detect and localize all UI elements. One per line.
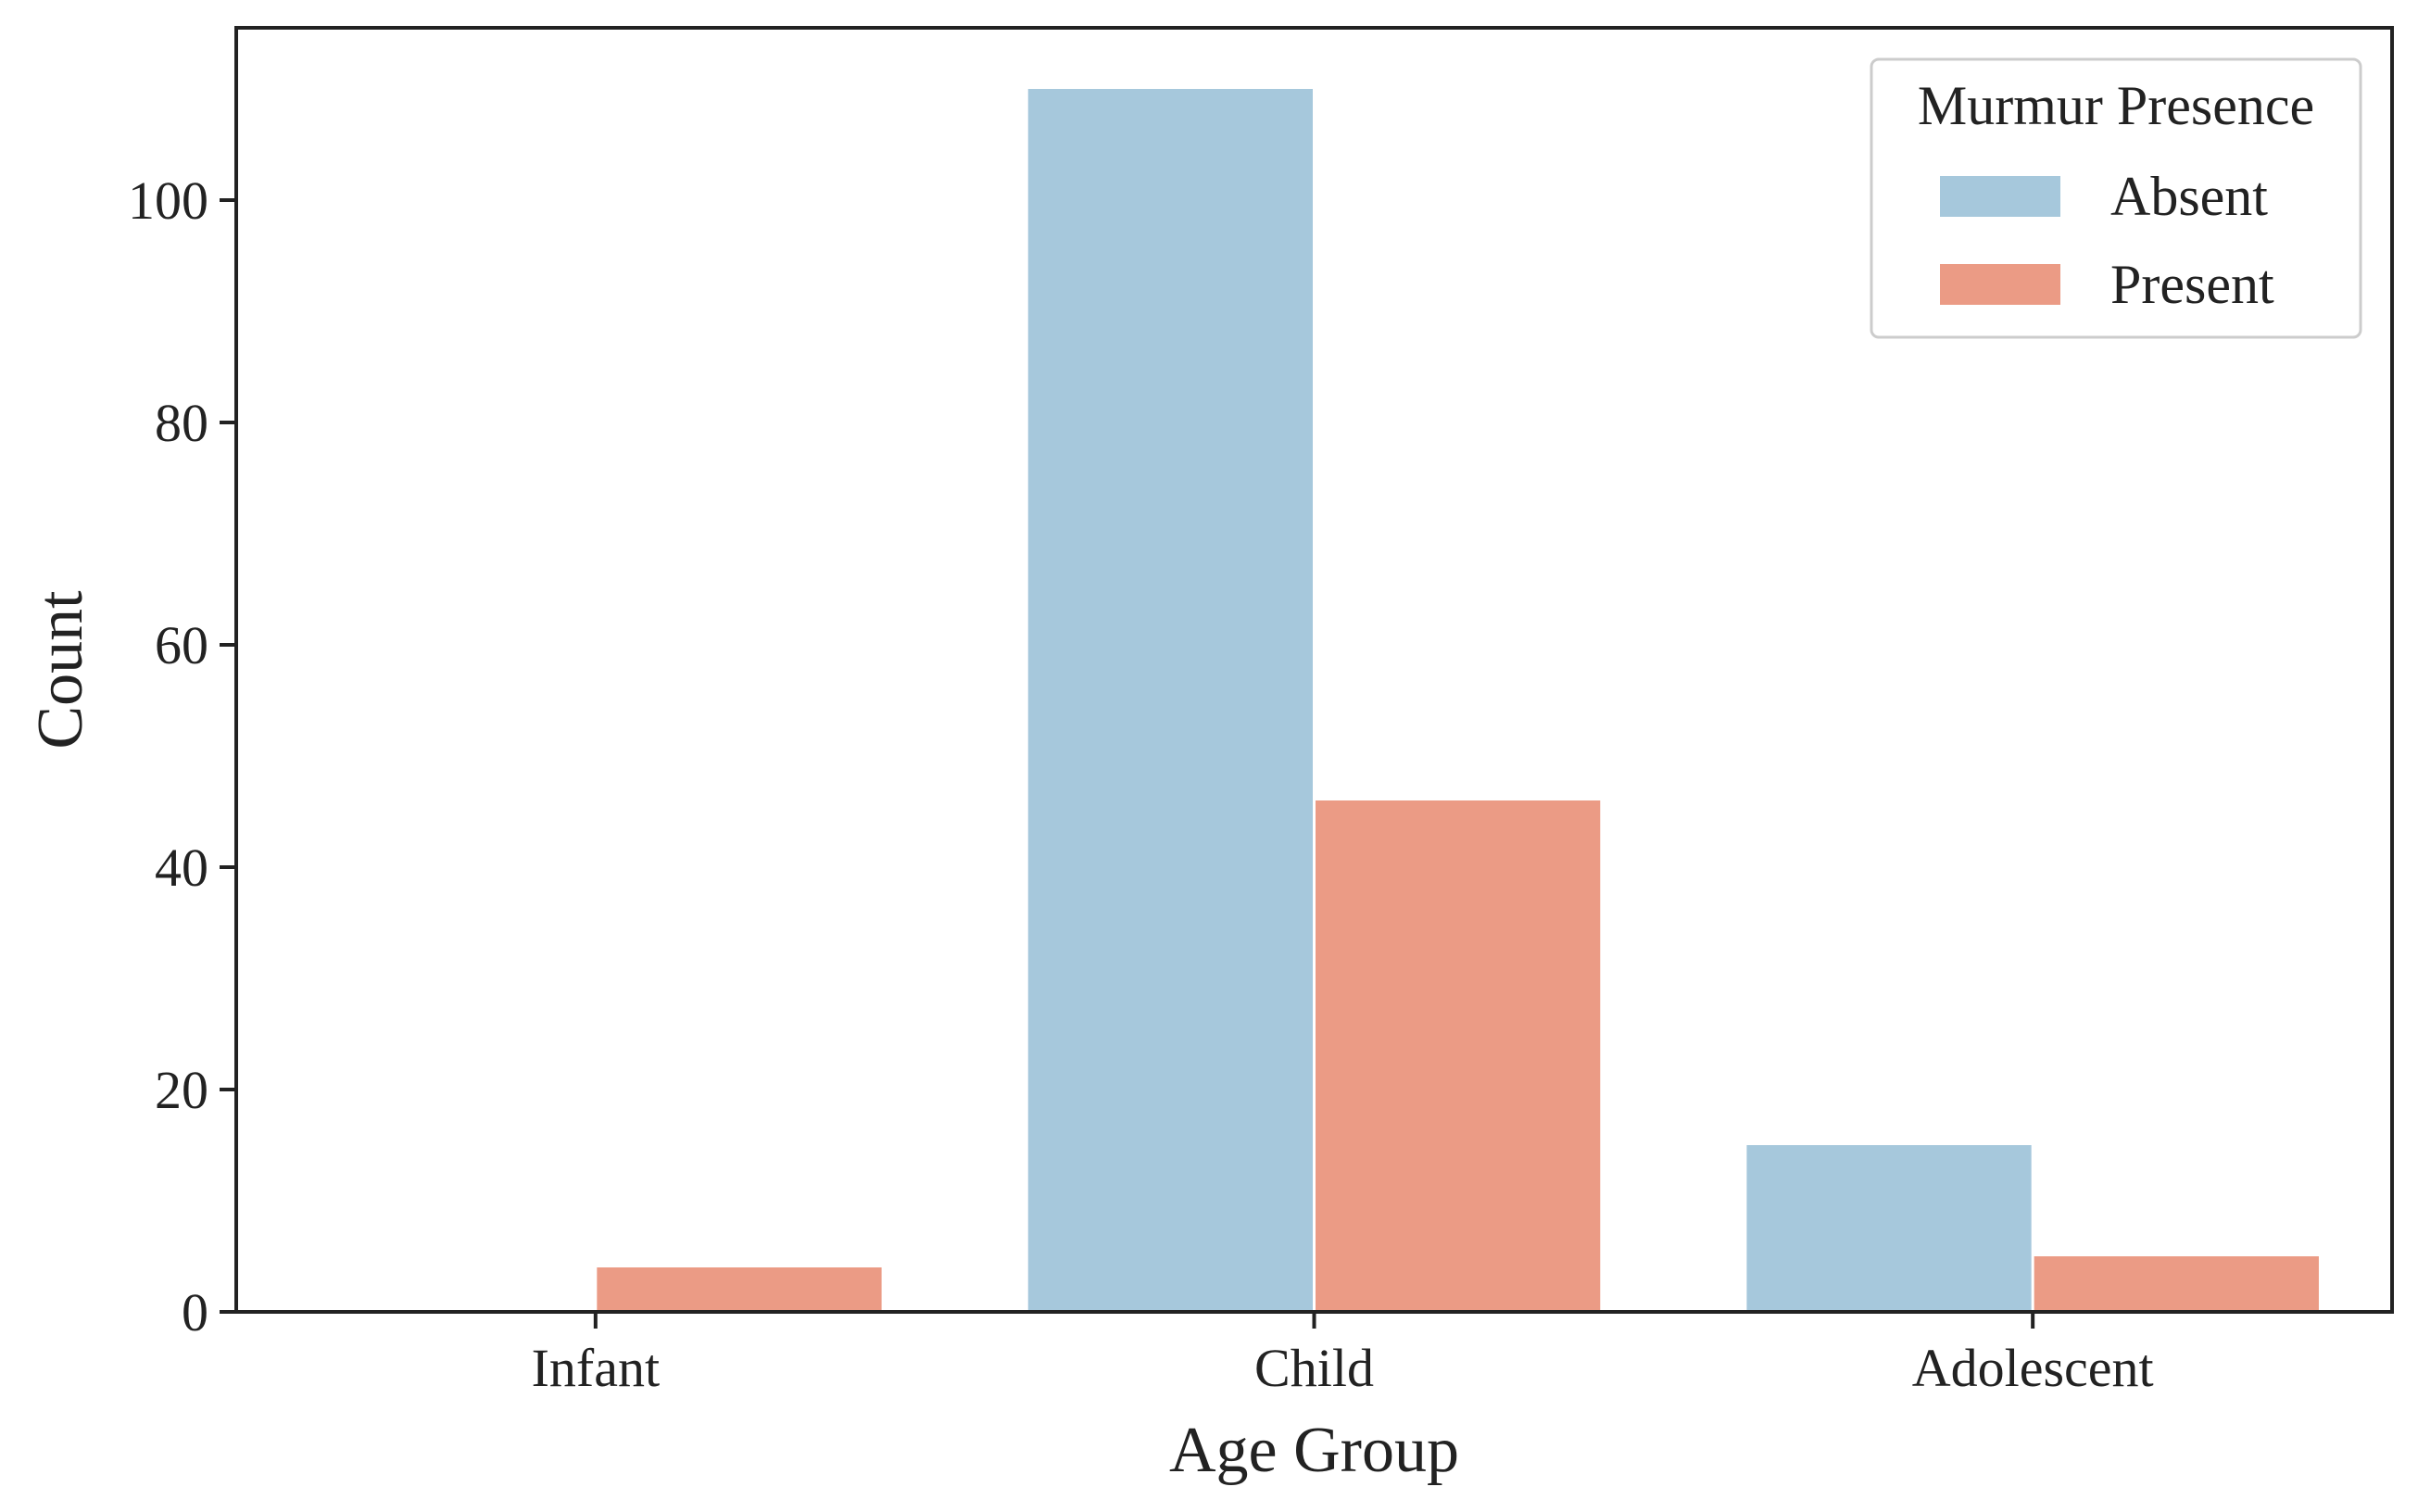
bar-child-present: [1316, 800, 1601, 1312]
bar-infant-present: [597, 1267, 882, 1312]
legend-label-absent: Absent: [2110, 166, 2268, 227]
legend: Murmur Presence Absent Present: [1870, 57, 2362, 339]
x-tick-label: Child: [1254, 1338, 1374, 1398]
x-tick-label: Infant: [532, 1338, 661, 1398]
legend-swatch-present: [1940, 264, 2060, 305]
x-axis: Infant Child Adolescent: [532, 1312, 2154, 1398]
y-tick-label: 40: [155, 838, 208, 898]
y-axis-label: Count: [25, 590, 96, 750]
bars-group: [597, 89, 2319, 1312]
y-tick-label: 20: [155, 1060, 208, 1120]
x-tick-label: Adolescent: [1912, 1338, 2154, 1398]
y-tick-label: 60: [155, 615, 208, 675]
y-tick-label: 100: [128, 170, 208, 231]
y-tick-label: 80: [155, 393, 208, 453]
x-axis-label: Age Group: [1169, 1415, 1459, 1486]
legend-items: Absent Present: [1940, 166, 2274, 315]
y-tick-label: 0: [182, 1282, 208, 1342]
bar-adolescent-absent: [1746, 1145, 2032, 1312]
bar-child-absent: [1027, 89, 1313, 1312]
legend-title: Murmur Presence: [1918, 75, 2314, 136]
legend-label-present: Present: [2110, 254, 2274, 315]
bar-adolescent-present: [2034, 1256, 2319, 1312]
y-axis: 0 20 40 60 80 100: [128, 170, 236, 1342]
legend-swatch-absent: [1940, 176, 2060, 217]
